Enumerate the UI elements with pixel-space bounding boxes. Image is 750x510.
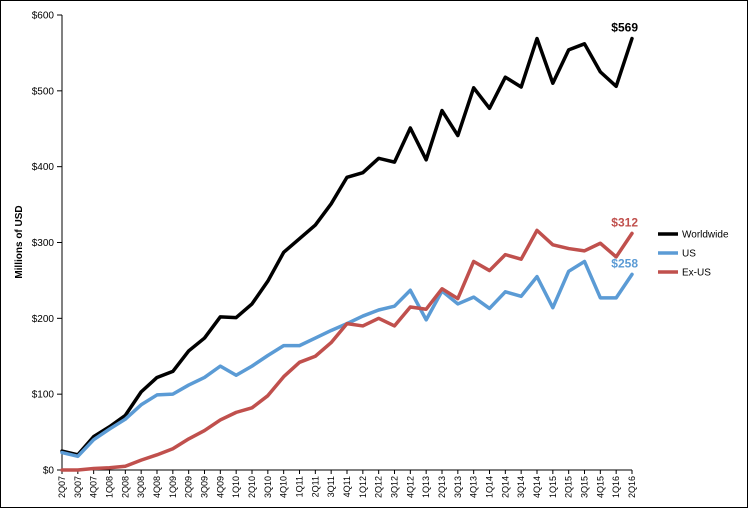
series-line-ex-us [60,228,634,472]
x-tick-label: 1Q12 [358,476,368,498]
legend: Worldwide US Ex-US [658,230,729,279]
y-tick-label: $600 [32,11,55,22]
series-line-worldwide [60,36,634,457]
end-label-ex-us: $312 [611,215,638,229]
y-axis-title: Millions of USD [14,205,25,278]
y-tick-label: $400 [32,162,55,173]
x-tick-label: 1Q10 [231,476,241,498]
x-ticks: 2Q07 3Q07 4Q07 1Q08 2Q08 3Q08 4Q08 1Q09 2Q09 3Q09… [57,470,637,498]
y-ticks: $0 $100 $200 $300 $400 $500 $600 [32,11,62,477]
x-tick-label: 3Q14 [516,476,526,498]
x-tick-label: 1Q15 [548,476,558,498]
x-tick-label: 2Q09 [184,476,194,498]
x-tick-label: 4Q08 [152,476,162,498]
end-label-worldwide: $569 [611,21,638,35]
y-tick-label: $300 [32,238,55,249]
x-tick-label: 4Q10 [279,476,289,498]
x-tick-label: 4Q14 [532,476,542,498]
y-tick-label: $100 [32,390,55,401]
legend-label-worldwide: Worldwide [682,230,729,241]
x-tick-label: 4Q15 [595,476,605,498]
series-line-us [60,259,634,459]
legend-label-us: US [682,249,696,260]
x-tick-label: 2Q07 [57,476,67,498]
x-tick-label: 3Q07 [73,476,83,498]
y-tick-label: $200 [32,314,55,325]
x-tick-label: 2Q11 [310,476,320,497]
x-tick-label: 2Q16 [627,476,637,498]
x-tick-label: 1Q16 [611,476,621,498]
x-tick-label: 3Q10 [263,476,273,498]
legend-label-ex-us: Ex-US [682,268,711,279]
x-tick-label: 4Q07 [89,476,99,498]
x-tick-label: 1Q11 [295,476,305,497]
x-tick-label: 3Q13 [453,476,463,498]
x-tick-label: 3Q12 [390,476,400,498]
x-tick-label: 3Q09 [200,476,210,498]
x-tick-label: 1Q09 [168,476,178,498]
x-tick-label: 1Q08 [105,476,115,498]
x-tick-label: 4Q12 [405,476,415,498]
x-tick-label: 2Q15 [564,476,574,498]
x-tick-label: 4Q11 [342,476,352,497]
x-tick-label: 3Q11 [326,476,336,497]
x-tick-label: 2Q08 [120,476,130,498]
x-tick-label: 2Q13 [437,476,447,498]
x-tick-label: 3Q08 [136,476,146,498]
end-labels: $569 $258 $312 [611,21,638,271]
y-tick-label: $500 [32,86,55,97]
end-label-us: $258 [611,256,638,270]
x-tick-label: 4Q13 [469,476,479,498]
y-tick-label: $0 [43,466,55,477]
x-tick-label: 4Q09 [215,476,225,498]
series-lines [60,36,634,472]
x-tick-label: 2Q14 [500,476,510,498]
x-tick-label: 1Q13 [421,476,431,498]
x-tick-label: 2Q12 [374,476,384,498]
x-tick-label: 2Q10 [247,476,257,498]
x-tick-label: 1Q14 [485,476,495,498]
x-tick-label: 3Q15 [580,476,590,498]
